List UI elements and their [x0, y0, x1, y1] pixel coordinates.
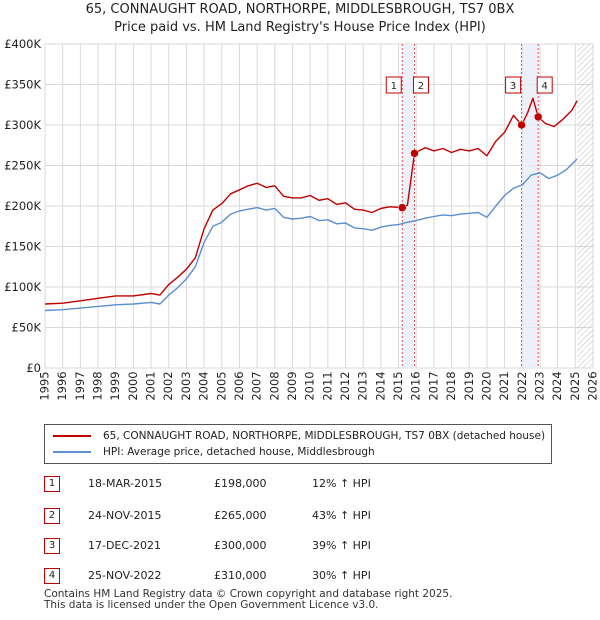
sale-date: 17-DEC-2021 — [88, 539, 162, 552]
y-tick-label: £0 — [26, 361, 41, 375]
legend-swatch-red — [53, 435, 91, 437]
footer: Contains HM Land Registry data © Crown c… — [44, 589, 452, 611]
legend-label-blue: HPI: Average price, detached house, Midd… — [103, 446, 375, 458]
x-tick-label: 2020 — [479, 371, 493, 400]
sale-point — [517, 120, 526, 130]
sale-label-box — [385, 76, 402, 94]
x-tick-label: 1999 — [108, 371, 122, 400]
sale-point — [533, 112, 543, 122]
axes: £0 £50K £100K £150K £200K £250K £300K £350K £400… — [4, 37, 599, 401]
x-tick-label: 2026 — [586, 371, 600, 400]
sale-band — [402, 44, 415, 368]
x-tick-label: 2003 — [179, 371, 193, 400]
y-tick-label: £400K — [4, 37, 41, 51]
x-tick-label: 2023 — [532, 371, 546, 400]
sale-price: £300,000 — [214, 539, 267, 552]
sale-date: 25-NOV-2022 — [88, 569, 162, 582]
sale-number-badge: 4 — [44, 568, 60, 584]
chart-title: 65, CONNAUGHT ROAD, NORTHORPE, MIDDLESBR… — [85, 2, 515, 17]
x-tick-label: 2014 — [373, 371, 387, 400]
sale-price: £198,000 — [214, 477, 267, 490]
x-tick-label: 2002 — [161, 371, 175, 400]
footer-copyright: Contains HM Land Registry data © Crown c… — [44, 588, 453, 600]
x-tick-label: 2017 — [426, 371, 440, 400]
legend-label-red: 65, CONNAUGHT ROAD, NORTHORPE, MIDDLESBR… — [103, 430, 546, 442]
sale-label-text: 1 — [391, 81, 397, 92]
x-tick-label: 2000 — [126, 371, 140, 400]
sale-row: 4 25-NOV-2022 £310,000 30% ↑ HPI — [0, 568, 600, 588]
sale-hpi-change: 12% ↑ HPI — [312, 477, 371, 490]
x-tick-label: 2015 — [391, 371, 405, 400]
legend-item-blue: HPI: Average price, detached house, Midd… — [53, 445, 375, 459]
footer-licence: This data is licensed under the Open Gov… — [44, 599, 379, 611]
x-tick-label: 1998 — [91, 371, 105, 400]
x-tick-label: 2001 — [144, 371, 158, 400]
sale-price: £310,000 — [214, 569, 267, 582]
x-tick-label: 2006 — [232, 371, 246, 400]
y-tick-label: £300K — [4, 118, 41, 132]
sale-label-box — [412, 76, 429, 94]
sale-date: 24-NOV-2015 — [88, 509, 162, 522]
x-tick-label: 2011 — [320, 371, 334, 400]
x-tick-label: 1996 — [55, 371, 69, 400]
x-tick-label: 2013 — [356, 371, 370, 400]
x-tick-label: 2024 — [550, 371, 564, 400]
x-tick-label: 2008 — [267, 371, 281, 400]
sale-number-badge: 3 — [44, 538, 60, 554]
x-tick-label: 2025 — [568, 371, 582, 400]
sale-point — [398, 203, 407, 212]
sale-row: 1 18-MAR-2015 £198,000 12% ↑ HPI — [0, 476, 600, 496]
x-tick-label: 2010 — [303, 371, 317, 400]
sale-label-text: 2 — [418, 81, 424, 92]
sale-band — [521, 44, 539, 368]
x-tick-label: 2018 — [444, 371, 458, 400]
sale-label-box — [536, 76, 553, 94]
sale-row: 2 24-NOV-2015 £265,000 43% ↑ HPI — [0, 508, 600, 528]
sale-label-text: 4 — [542, 81, 548, 92]
sale-markers: 1 2 3 4 — [385, 76, 553, 212]
x-tick-label: 2022 — [515, 371, 529, 400]
sale-hpi-change: 43% ↑ HPI — [312, 509, 371, 522]
sale-date: 18-MAR-2015 — [88, 477, 163, 490]
legend-item-red: 65, CONNAUGHT ROAD, NORTHORPE, MIDDLESBR… — [53, 429, 545, 443]
y-tick-label: £150K — [4, 240, 41, 254]
x-tick-label: 2004 — [197, 371, 211, 400]
chart-subtitle: Price paid vs. HM Land Registry's House … — [114, 20, 486, 35]
y-tick-label: £200K — [4, 199, 41, 213]
y-tick-label: £100K — [4, 280, 41, 294]
y-tick-label: £50K — [12, 321, 42, 335]
x-tick-label: 2007 — [250, 371, 264, 400]
x-tick-label: 1995 — [38, 371, 52, 400]
sale-hpi-change: 30% ↑ HPI — [312, 569, 371, 582]
sale-price: £265,000 — [214, 509, 267, 522]
series-lines — [44, 97, 578, 312]
future-hatch-area — [577, 44, 593, 368]
y-tick-label: £250K — [4, 159, 41, 173]
sale-hpi-change: 39% ↑ HPI — [312, 539, 371, 552]
sale-number-badge: 1 — [44, 476, 60, 492]
sale-label-box — [505, 76, 522, 94]
series-line — [44, 158, 578, 312]
x-tick-label: 2012 — [338, 371, 352, 400]
grid — [44, 43, 594, 369]
x-tick-label: 2009 — [285, 371, 299, 400]
y-tick-label: £350K — [4, 78, 41, 92]
sale-number-badge: 2 — [44, 508, 60, 524]
series-line — [44, 97, 578, 305]
legend-swatch-blue — [53, 451, 91, 453]
x-tick-label: 2021 — [497, 371, 511, 400]
sale-point — [410, 149, 419, 158]
x-tick-label: 1997 — [73, 371, 87, 400]
legend: 65, CONNAUGHT ROAD, NORTHORPE, MIDDLESBR… — [44, 424, 552, 464]
x-tick-label: 2019 — [462, 371, 476, 400]
x-tick-label: 2005 — [214, 371, 228, 400]
sale-row: 3 17-DEC-2021 £300,000 39% ↑ HPI — [0, 538, 600, 558]
x-tick-label: 2016 — [409, 371, 423, 400]
sale-label-text: 3 — [510, 81, 516, 92]
price-chart: 1 2 3 4 £0 £50K £100K £150K £200K £250K £300K £350… — [4, 37, 599, 401]
